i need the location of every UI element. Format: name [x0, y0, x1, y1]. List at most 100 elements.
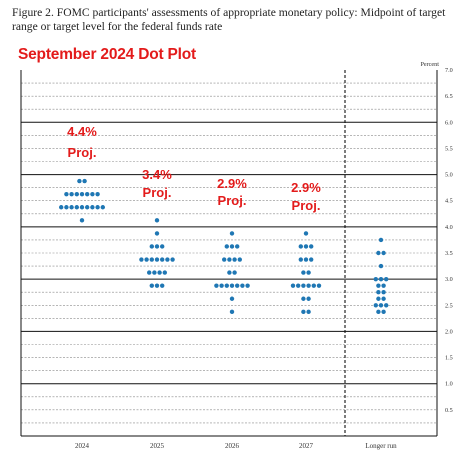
dot-marker — [64, 191, 69, 197]
dot-marker — [160, 283, 165, 288]
dot-marker — [79, 205, 85, 210]
dot-marker — [306, 309, 311, 315]
dot-marker — [298, 257, 303, 262]
dot-marker — [378, 237, 384, 243]
dot-marker — [381, 309, 386, 315]
dot-marker — [224, 244, 229, 249]
x-category-label: 2027 — [299, 442, 314, 450]
dot-marker — [227, 257, 232, 262]
dot-marker — [235, 283, 240, 288]
dot-marker — [381, 296, 386, 301]
projection-suffix-label: Proj. — [68, 145, 97, 160]
dot-marker — [100, 205, 106, 210]
dot-marker — [240, 283, 245, 288]
dot-marker — [82, 178, 87, 184]
dot-marker — [149, 244, 154, 249]
y-tick-label: 6.0 — [445, 119, 453, 126]
dot-marker — [222, 257, 227, 262]
dot-marker — [149, 283, 154, 288]
dot-marker — [232, 257, 237, 262]
y-tick-label: 5.5 — [445, 145, 453, 152]
dot-marker — [235, 244, 240, 249]
dot-marker — [224, 283, 229, 288]
dot-markers — [59, 178, 389, 315]
dot-marker — [301, 296, 306, 301]
dot-marker — [376, 309, 381, 315]
x-category-label: Longer run — [365, 442, 397, 450]
dot-marker — [229, 296, 235, 301]
dot-marker — [147, 270, 152, 275]
dot-marker — [95, 191, 100, 197]
y-tick-labels: Percent 0.5 1.0 1.5 2.0 2.5 3.0 3.5 4.0 4.5 5.0 5.5… — [420, 61, 452, 414]
y-tick-label: 4.5 — [445, 198, 453, 205]
y-tick-label: 3.0 — [445, 276, 453, 283]
dot-marker — [152, 270, 157, 275]
dot-marker — [309, 244, 314, 249]
dot-marker — [227, 270, 232, 275]
dot-marker — [303, 257, 309, 262]
dot-marker — [311, 283, 316, 288]
dot-marker — [384, 303, 389, 308]
dot-marker — [219, 283, 224, 288]
figure-caption: Figure 2. FOMC participants' assessments… — [12, 6, 446, 33]
dot-marker — [69, 191, 74, 197]
dot-marker — [376, 290, 381, 295]
projection-annotations: 4.4% Proj. 3.4% Proj. 2.9% Proj. 2.9% Proj. — [67, 124, 321, 213]
dot-marker — [306, 283, 311, 288]
dot-marker — [376, 250, 381, 256]
dot-marker — [290, 283, 296, 288]
dot-marker — [376, 283, 381, 288]
dot-marker — [214, 283, 219, 288]
dot-marker — [378, 263, 384, 269]
dot-marker — [306, 270, 311, 275]
dot-marker — [229, 283, 235, 288]
dot-marker — [79, 218, 85, 223]
axes — [20, 70, 438, 437]
dot-marker — [245, 283, 250, 288]
projection-value-label: 4.4% — [67, 124, 97, 139]
dot-marker — [378, 276, 384, 282]
y-tick-label: 2.0 — [445, 328, 453, 335]
dot-marker — [154, 283, 160, 288]
dot-marker — [298, 244, 303, 249]
grid-lines — [21, 82, 437, 424]
dot-marker — [301, 309, 306, 315]
dot-marker — [229, 244, 235, 249]
dot-marker — [373, 303, 378, 308]
dot-marker — [296, 283, 301, 288]
dot-marker — [154, 244, 160, 249]
dot-marker — [139, 257, 144, 262]
y-tick-label: 5.0 — [445, 172, 453, 179]
y-tick-label: 7.0 — [445, 67, 453, 74]
dot-marker — [232, 270, 237, 275]
dot-marker — [79, 191, 85, 197]
dot-marker — [301, 270, 306, 275]
dot-marker — [306, 296, 311, 301]
projection-suffix-label: Proj. — [292, 198, 321, 213]
y-tick-label: 0.5 — [445, 407, 453, 414]
dot-marker — [154, 218, 160, 223]
y-tick-label: 6.5 — [445, 93, 453, 100]
dot-marker — [90, 205, 95, 210]
projection-value-label: 2.9% — [217, 176, 247, 191]
dot-marker — [144, 257, 149, 262]
dot-marker — [59, 205, 64, 210]
x-category-label: 2024 — [75, 442, 90, 450]
dot-marker — [309, 257, 314, 262]
x-category-labels: 2024 2025 2026 2027 Longer run — [75, 442, 397, 450]
dot-marker — [157, 270, 162, 275]
dot-marker — [69, 205, 74, 210]
dot-marker — [303, 244, 309, 249]
dot-marker — [160, 244, 165, 249]
dot-marker — [77, 178, 82, 184]
dot-marker — [149, 257, 154, 262]
dot-marker — [154, 231, 160, 236]
dot-marker — [160, 257, 165, 262]
x-category-label: 2026 — [225, 442, 240, 450]
dot-marker — [74, 191, 80, 197]
dot-marker — [154, 257, 160, 262]
dot-marker — [229, 231, 235, 236]
dot-marker — [85, 205, 90, 210]
dot-marker — [303, 231, 309, 236]
dot-marker — [301, 283, 306, 288]
